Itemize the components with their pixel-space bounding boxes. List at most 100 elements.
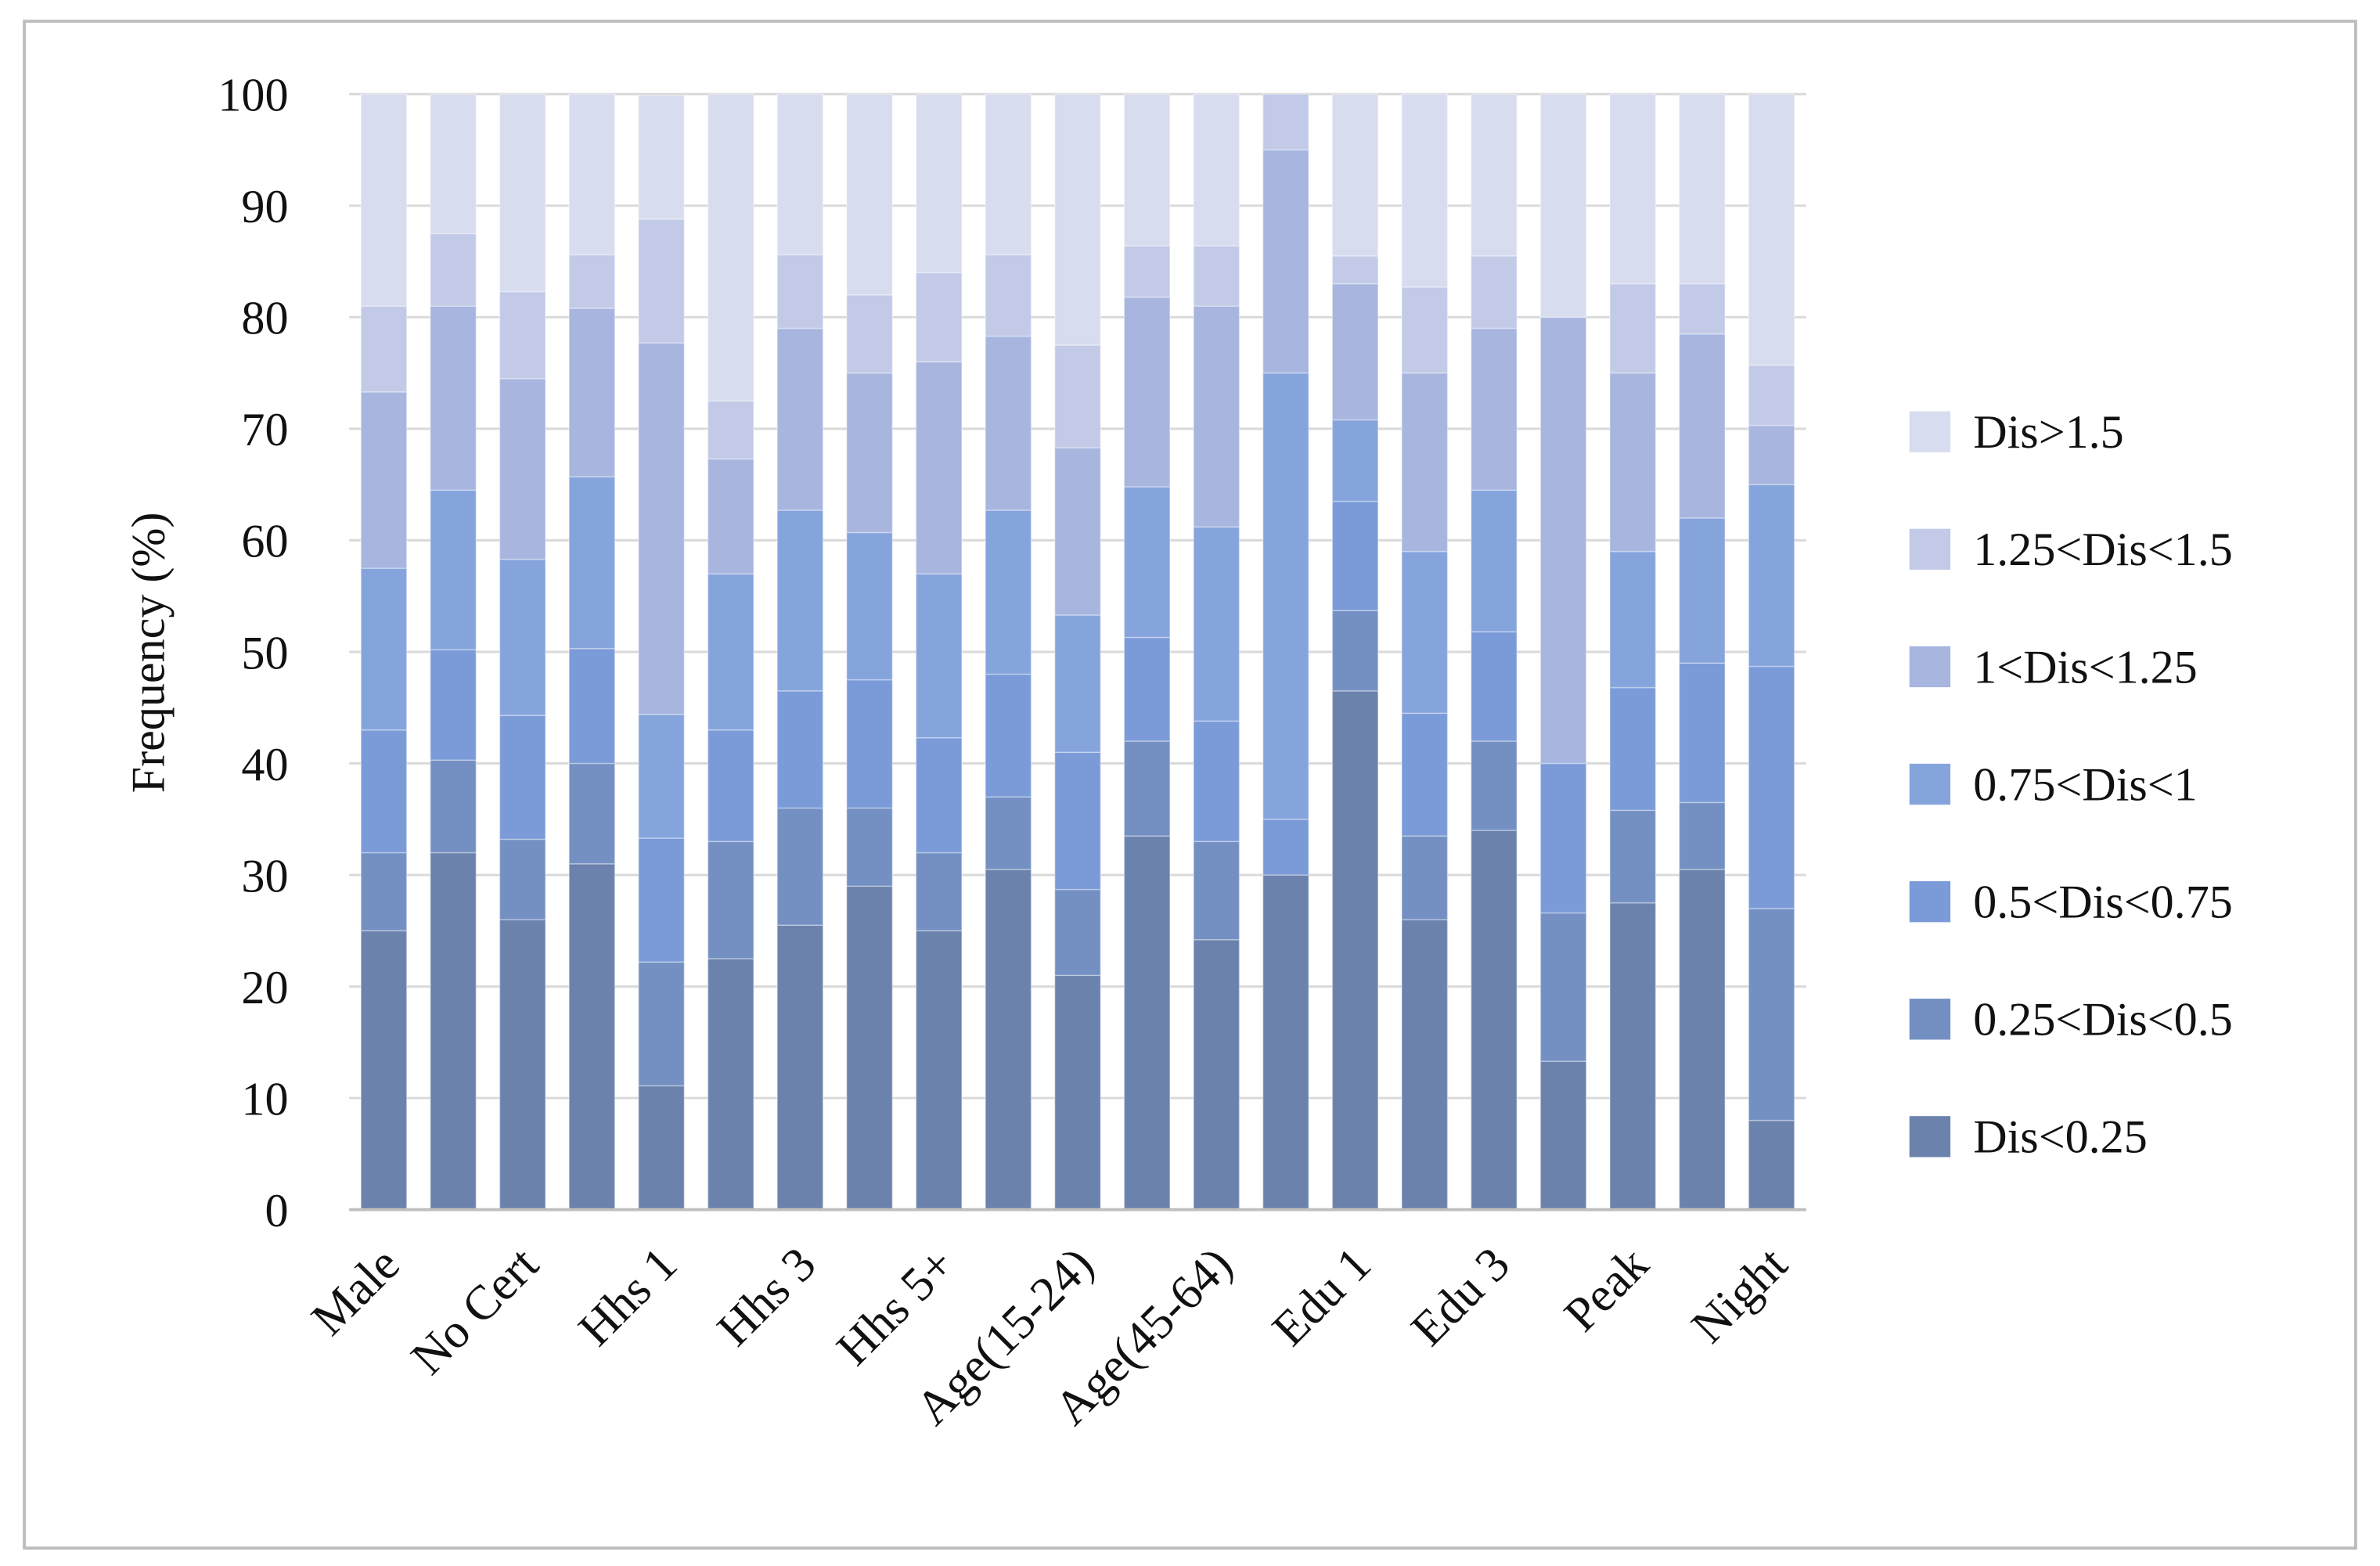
bar-segment	[845, 679, 894, 809]
bar-segment	[638, 218, 686, 344]
bar-segment	[1193, 526, 1240, 722]
bar-segment	[1053, 888, 1102, 977]
bar-segment	[1053, 974, 1102, 1211]
bar-segment	[638, 713, 686, 839]
legend-label: 0.5<Dis<0.75	[1973, 877, 2233, 929]
bar-segment	[638, 94, 686, 220]
bar-segment	[1331, 419, 1379, 502]
bar-segment	[845, 807, 894, 887]
bar-segment	[360, 305, 408, 393]
bar-segment	[1609, 550, 1657, 689]
bar-segment	[707, 400, 754, 460]
bar-segment	[985, 869, 1032, 1211]
bar-segment	[915, 93, 963, 274]
bar-segment	[1123, 245, 1171, 298]
bar-segment	[1470, 830, 1518, 1211]
y-tick-label: 0	[265, 1185, 288, 1237]
bar-segment	[1748, 665, 1795, 909]
y-tick-label: 40	[241, 739, 288, 791]
bar-segment	[915, 930, 963, 1211]
bar-segment	[776, 327, 824, 511]
bar-segment	[776, 807, 824, 926]
bar-segment	[985, 93, 1032, 256]
bar-segment	[1193, 938, 1240, 1211]
bar-segment	[1053, 344, 1102, 448]
y-tick-label: 60	[241, 516, 288, 568]
legend-label: Dis<0.25	[1973, 1111, 2148, 1164]
bar-segment	[1331, 255, 1379, 285]
bar-segment	[1609, 686, 1657, 812]
bar-segment	[776, 924, 824, 1211]
bar-segment	[1123, 296, 1171, 488]
bar-segment	[430, 759, 477, 854]
bar-segment	[360, 851, 408, 932]
legend-swatch	[1909, 763, 1951, 805]
bar-segment	[707, 93, 754, 402]
legend-swatch	[1909, 411, 1951, 452]
bar-segment	[776, 254, 824, 329]
bar-segment	[568, 308, 616, 477]
bar-segment	[1401, 286, 1449, 374]
bar-segment	[1539, 762, 1587, 914]
bar-segment	[1678, 662, 1726, 804]
bar-segment	[568, 762, 616, 865]
bar-segment	[638, 837, 686, 963]
bar-segment	[1123, 740, 1171, 837]
bar-segment	[1748, 364, 1795, 427]
bar-segment	[1678, 517, 1726, 664]
bar-segment	[1401, 550, 1449, 715]
bar-segment	[1609, 902, 1657, 1211]
bar-segment	[499, 93, 546, 293]
bar-segment	[568, 862, 616, 1211]
bar-segment	[845, 93, 894, 296]
bar-segment	[1539, 316, 1587, 765]
bar-segment	[1401, 372, 1449, 553]
bar-segment	[1193, 841, 1240, 941]
bar-segment	[499, 919, 546, 1211]
bar-segment	[1748, 908, 1795, 1121]
bar-segment	[1748, 484, 1795, 668]
bar-segment	[499, 558, 546, 716]
bar-segment	[1470, 489, 1518, 633]
bar-segment	[1401, 835, 1449, 920]
legend-swatch	[1909, 1116, 1951, 1157]
bar-segment	[1193, 93, 1240, 247]
y-tick-label: 50	[241, 627, 288, 679]
legend-swatch	[1909, 528, 1951, 571]
bar-segment	[430, 232, 477, 307]
bar-segment	[1748, 1119, 1795, 1211]
chart-border	[23, 20, 2357, 1550]
bar-segment	[1678, 93, 1726, 285]
y-tick-label: 30	[241, 850, 288, 902]
bar-segment	[568, 93, 616, 256]
bar-segment	[1470, 93, 1518, 257]
bar-segment	[499, 377, 546, 560]
bar-segment	[1401, 919, 1449, 1211]
bar-segment	[430, 489, 477, 650]
legend-label: 1.25<Dis<1.5	[1973, 524, 2233, 576]
bar-segment	[1331, 610, 1379, 692]
y-tick-label: 100	[218, 70, 288, 122]
legend-label: 0.25<Dis<0.5	[1973, 994, 2233, 1046]
legend-label: Dis>1.5	[1973, 406, 2124, 459]
bar-segment	[1331, 690, 1379, 1211]
bar-segment	[360, 93, 408, 307]
bar-segment	[1193, 245, 1240, 307]
bar-segment	[1539, 1060, 1587, 1211]
bar-segment	[1678, 283, 1726, 335]
bar-segment	[638, 342, 686, 715]
bar-segment	[776, 93, 824, 256]
bar-segment	[1262, 874, 1309, 1211]
bar-segment	[1748, 93, 1795, 366]
bar-segment	[1539, 912, 1587, 1062]
bar-segment	[360, 729, 408, 854]
bar-segment	[1262, 372, 1309, 820]
y-tick-label: 10	[241, 1073, 288, 1125]
y-tick-label: 70	[241, 404, 288, 456]
bar-segment	[360, 391, 408, 569]
bar-segment	[1748, 424, 1795, 485]
bar-segment	[1262, 149, 1309, 374]
bar-segment	[1609, 809, 1657, 904]
y-tick-label: 80	[241, 293, 288, 345]
bar-segment	[1401, 93, 1449, 288]
